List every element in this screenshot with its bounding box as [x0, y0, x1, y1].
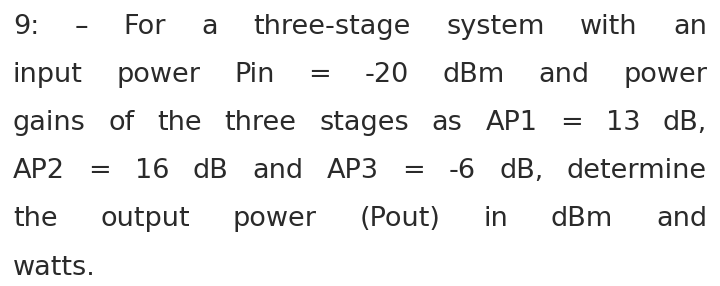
Text: -20: -20 [364, 62, 409, 88]
Text: Pin: Pin [234, 62, 274, 88]
Text: dB,: dB, [499, 158, 544, 184]
Text: input: input [13, 62, 83, 88]
Text: three: three [225, 110, 297, 136]
Text: For: For [124, 14, 166, 40]
Text: AP3: AP3 [327, 158, 379, 184]
Text: dBm: dBm [442, 62, 505, 88]
Text: dB: dB [193, 158, 228, 184]
Text: and: and [252, 158, 303, 184]
Text: determine: determine [567, 158, 707, 184]
Text: dB,: dB, [663, 110, 707, 136]
Text: 16: 16 [135, 158, 169, 184]
Text: the: the [158, 110, 202, 136]
Text: a: a [202, 14, 218, 40]
Text: as: as [432, 110, 463, 136]
Text: and: and [656, 206, 707, 233]
Text: watts.: watts. [13, 255, 96, 281]
Text: with: with [580, 14, 638, 40]
Text: gains: gains [13, 110, 86, 136]
Text: –: – [75, 14, 89, 40]
Text: dBm: dBm [551, 206, 613, 233]
Text: output: output [100, 206, 190, 233]
Text: of: of [109, 110, 135, 136]
Text: system: system [446, 14, 545, 40]
Text: stages: stages [320, 110, 409, 136]
Text: 13: 13 [606, 110, 640, 136]
Text: power: power [233, 206, 317, 233]
Text: three-stage: three-stage [253, 14, 411, 40]
Text: =: = [89, 158, 111, 184]
Text: an: an [673, 14, 707, 40]
Text: AP2: AP2 [13, 158, 65, 184]
Text: =: = [560, 110, 583, 136]
Text: and: and [539, 62, 590, 88]
Text: =: = [308, 62, 331, 88]
Text: -6: -6 [449, 158, 476, 184]
Text: (Pout): (Pout) [359, 206, 441, 233]
Text: in: in [483, 206, 508, 233]
Text: the: the [13, 206, 58, 233]
Text: AP1: AP1 [485, 110, 537, 136]
Text: =: = [402, 158, 425, 184]
Text: power: power [623, 62, 707, 88]
Text: 9:: 9: [13, 14, 39, 40]
Text: power: power [117, 62, 200, 88]
